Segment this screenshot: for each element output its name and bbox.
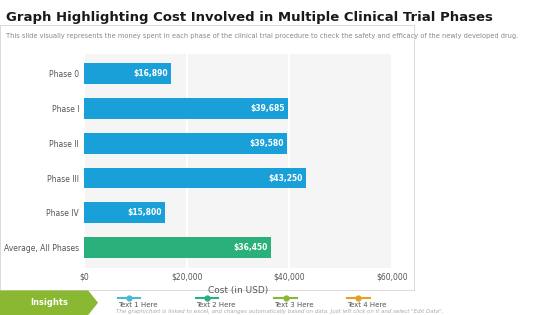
Text: $16,890: $16,890	[133, 69, 167, 78]
Text: Text 2 Here: Text 2 Here	[196, 302, 235, 308]
Bar	[84, 168, 306, 188]
Text: $39,580: $39,580	[250, 139, 284, 148]
Bar	[84, 202, 165, 223]
Text: Graph Highlighting Cost Involved in Multiple Clinical Trial Phases: Graph Highlighting Cost Involved in Mult…	[6, 11, 492, 24]
Bar	[84, 237, 271, 258]
X-axis label: Cost (in USD): Cost (in USD)	[208, 286, 268, 295]
Text: $15,800: $15,800	[128, 208, 162, 217]
Text: The graph/chart is linked to excel, and changes automatically based on data. Jus: The graph/chart is linked to excel, and …	[116, 309, 444, 314]
Bar	[84, 133, 287, 154]
Text: Text 1 Here: Text 1 Here	[118, 302, 157, 308]
Text: Text 4 Here: Text 4 Here	[347, 302, 386, 308]
Polygon shape	[0, 290, 98, 315]
Text: $43,250: $43,250	[269, 174, 303, 182]
Text: $36,450: $36,450	[234, 243, 268, 252]
Text: $39,685: $39,685	[250, 104, 284, 113]
Bar	[84, 63, 171, 84]
Text: This slide visually represents the money spent in each phase of the clinical tri: This slide visually represents the money…	[6, 33, 518, 39]
Bar	[84, 98, 288, 119]
Text: Text 3 Here: Text 3 Here	[274, 302, 314, 308]
Text: Insights: Insights	[30, 298, 68, 307]
